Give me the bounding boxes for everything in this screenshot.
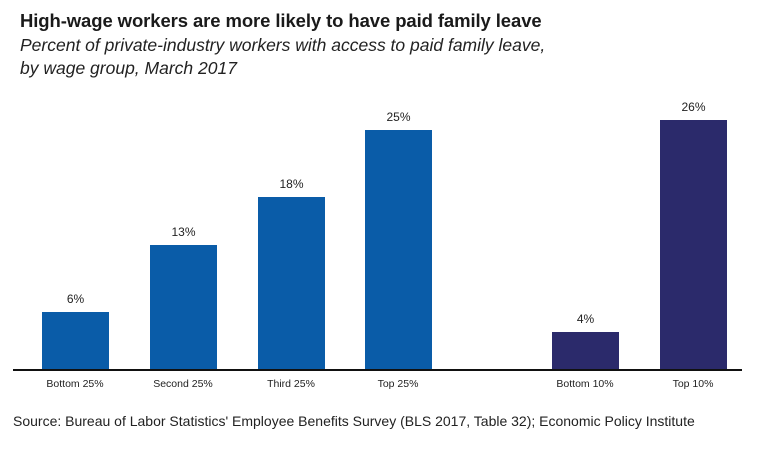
chart-title: High-wage workers are more likely to hav… (20, 10, 542, 31)
bar-value-label: 4% (576, 311, 595, 326)
bar-value-label: 13% (171, 225, 196, 240)
bar (258, 197, 325, 370)
category-label: Third 25% (267, 378, 315, 390)
bar-value-label: 6% (66, 292, 85, 307)
subtitle-line-2: by wage group, March 2017 (20, 58, 237, 78)
bar (552, 331, 619, 370)
category-label: Top 10% (672, 378, 714, 390)
bar (660, 120, 727, 370)
bar (150, 245, 217, 370)
category-label: Bottom 10% (556, 378, 614, 390)
chart-subtitle: Percent of private-industry workers with… (20, 34, 720, 80)
bar (365, 130, 432, 370)
category-label: Top 25% (377, 378, 419, 390)
x-axis-line (13, 369, 742, 371)
bar-value-label: 26% (681, 100, 706, 115)
subtitle-line-1: Percent of private-industry workers with… (20, 35, 546, 55)
bar-value-label: 18% (279, 177, 304, 192)
source-note: Source: Bureau of Labor Statistics' Empl… (13, 413, 695, 429)
bar (42, 312, 109, 370)
category-label: Second 25% (153, 378, 213, 390)
category-label: Bottom 25% (46, 378, 104, 390)
bar-value-label: 25% (386, 110, 411, 124)
